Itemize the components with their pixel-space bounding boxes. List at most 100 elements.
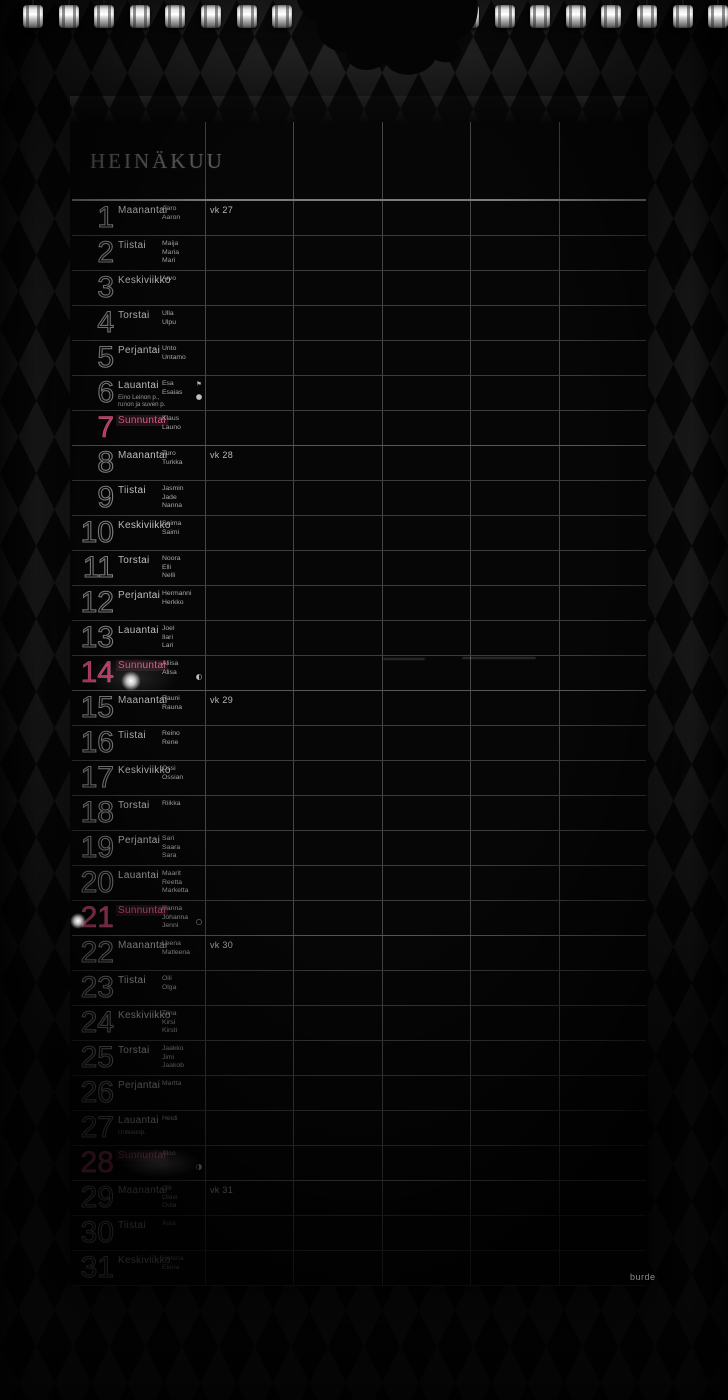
day-rows: 1 Maanantai Aaro Aaron vk 27 2 Tiistai Ma… [72, 200, 646, 1286]
day-row: 5 Perjantai Unto Untamo [72, 340, 646, 376]
weekday-label: Sunnuntai [116, 1150, 168, 1161]
binder-clip [565, 0, 586, 28]
name-day: Reetta [162, 878, 183, 886]
day-row: 19 Perjantai Sari Saara Sara [72, 830, 646, 866]
day-row: 11 Torstai Noora Elli Nelli [72, 550, 646, 586]
day-icons [192, 516, 206, 551]
binder-clip [58, 0, 79, 28]
name-day: Ulla [162, 310, 174, 317]
day-number: 30 [80, 1215, 114, 1249]
name-day: Alisa [162, 668, 177, 676]
day-icons [192, 271, 206, 306]
day-number: 7 [97, 411, 114, 445]
day-icons [192, 201, 206, 236]
name-day: Ossi [162, 765, 176, 772]
name-day: Olga [162, 983, 177, 991]
day-number: 15 [80, 690, 114, 724]
day-icons [192, 831, 206, 866]
day-icons [192, 1111, 206, 1146]
name-day: Jenni [162, 922, 179, 930]
moon-icon: ◑ [195, 1162, 203, 1171]
day-number: 26 [80, 1075, 114, 1109]
day-row: 25 Torstai Jaakko Jimi Jaakob [72, 1040, 646, 1076]
day-row: 7 Sunnuntai Klaus Launo [72, 411, 646, 446]
binder-clip [201, 0, 221, 28]
day-number: 3 [97, 270, 115, 304]
weekday-label: Perjantai [118, 835, 161, 846]
name-days: Sari Saara Sara [162, 835, 192, 861]
name-days: Hanna Johanna Jenni [162, 905, 192, 931]
day-icons [192, 691, 206, 726]
day-row: 28 Sunnuntai Atso ◑ [72, 1146, 646, 1181]
name-days: Jaakko Jimi Jaakob [162, 1045, 192, 1071]
name-day: Hanna [162, 905, 183, 912]
name-days: Martta [162, 1080, 192, 1089]
day-row: 31 Keskiviikko Helena Elena [72, 1250, 646, 1286]
name-day: Asta [162, 1220, 176, 1227]
day-number: 1 [97, 200, 115, 234]
name-days: Turo Turkka [162, 450, 192, 467]
day-icons [192, 936, 206, 971]
day-icons [192, 971, 206, 1006]
name-day: Elli [162, 563, 172, 571]
day-number: 17 [80, 760, 114, 794]
moon-icon: ◐ [195, 672, 203, 681]
weekday-label: Lauantai [118, 380, 159, 391]
day-icons [192, 236, 206, 271]
name-day: Turkka [162, 458, 183, 466]
name-days: Esa Esaias [162, 380, 192, 397]
glare-streak [383, 658, 425, 660]
day-icons [192, 1076, 206, 1111]
binder-clip [637, 0, 657, 28]
name-day: Aaron [162, 213, 181, 221]
weekday-label: Torstai [118, 310, 150, 321]
name-days: Saima Saimi [162, 520, 192, 537]
day-icons [192, 306, 206, 341]
day-icons [192, 726, 206, 761]
calendar-sheet: HEINÄKUU 1 Maanantai Aaro Aaron vk 27 2 T… [70, 96, 648, 1286]
name-days: Ossi Ossian [162, 765, 192, 782]
day-row: 3 Keskiviikko Arvo [72, 270, 646, 306]
day-icons [192, 411, 206, 446]
name-day: Sari [162, 835, 175, 842]
day-icons: ○ [192, 901, 206, 936]
name-day: Reino [162, 730, 180, 737]
special-day-label: Eino Leinon p., runon ja suven p. [118, 394, 166, 408]
name-day: Nelli [162, 572, 176, 580]
name-day: Saara [162, 843, 181, 851]
weekday-label: Perjantai [118, 345, 161, 356]
weekday-label: Tiistai [118, 485, 146, 496]
name-day: Jaakob [162, 1062, 184, 1070]
name-days: Heidi [162, 1115, 192, 1124]
day-icons: ◐ [192, 656, 206, 691]
day-number: 16 [80, 725, 114, 759]
day-number: 11 [82, 550, 114, 584]
name-day: Joel [162, 625, 175, 632]
day-number: 28 [80, 1146, 114, 1180]
day-row: 14 Sunnuntai Aliisa Alisa ◐ [72, 656, 646, 691]
name-days: Maarit Reetta Marketta [162, 870, 192, 896]
day-number: 8 [97, 445, 115, 479]
day-icons [192, 341, 206, 376]
name-day: Olavi [162, 1193, 178, 1201]
name-days: Joel Ilari Lari [162, 625, 192, 651]
weekday-label: Tiistai [118, 730, 146, 741]
moon-icon: ● [195, 392, 203, 401]
binder-clip [672, 0, 693, 28]
name-day: Jaakko [162, 1045, 184, 1052]
name-day: Unto [162, 345, 177, 352]
name-days: Leena Matleena [162, 940, 192, 957]
day-row: 26 Perjantai Martta [72, 1075, 646, 1111]
name-day: Ilari [162, 633, 173, 641]
day-row: 15 Maanantai Rauni Rauna vk 29 [72, 690, 646, 726]
name-day: Mari [162, 257, 176, 265]
name-day: Kirsti [162, 1027, 178, 1035]
day-number: 6 [97, 375, 115, 409]
name-day: Esaias [162, 388, 183, 396]
name-days: Aliisa Alisa [162, 660, 192, 677]
name-days: Ulla Ulpu [162, 310, 192, 327]
day-number: 12 [80, 585, 114, 619]
weekday-label: Sunnuntai [116, 415, 168, 426]
name-day: Launo [162, 423, 181, 431]
name-day: Atso [162, 1150, 176, 1157]
